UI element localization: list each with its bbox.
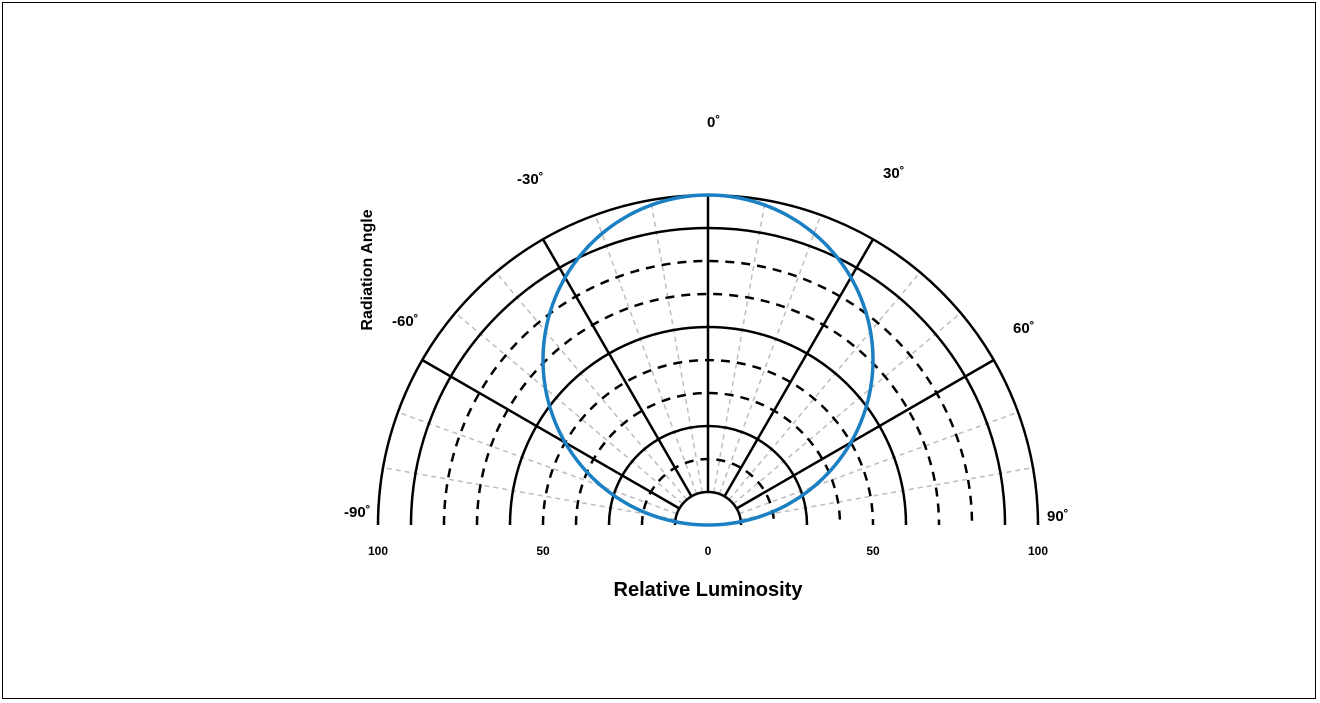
angle-label-90: 90˚ [1047,508,1069,525]
minor-spoke-40 [728,271,921,501]
grid-layer [376,193,1040,526]
data-point-minus-10 [650,205,654,209]
minor-spoke-50 [732,312,962,505]
data-point-minus-20 [600,232,604,236]
data-point-0 [706,193,710,197]
tick-label-right-50: 50 [866,544,880,558]
minor-spoke-10 [712,199,767,493]
angle-label-0: 0˚ [707,114,720,131]
tick-label-left-100: 100 [368,544,388,558]
angle-label-60: 60˚ [1013,320,1035,337]
data-point-60 [849,441,853,445]
tick-label-center-0: 0 [705,544,712,558]
minor-spoke-20 [718,214,822,495]
radiation-pattern-line [541,193,875,527]
minor-spoke-minus-50 [454,312,684,505]
minor-spoke-minus-40 [495,271,688,501]
minor-spoke-minus-80 [382,466,676,521]
tick-label-left-50: 50 [536,544,550,558]
minor-spoke-80 [740,466,1034,521]
data-point-minus-70 [601,485,605,489]
data-point-90 [706,523,710,527]
data-point-40 [869,328,873,332]
major-spoke-minus-30 [541,238,693,498]
data-point-20 [812,232,816,236]
data-point-10 [762,205,766,209]
data-point-30 [850,274,854,278]
major-spoke-minus-60 [421,358,681,510]
label-layer: -90˚ -60˚ -30˚ 0˚ 30˚ 60˚ 90˚ 100 50 0 5… [344,114,1069,601]
angle-label-minus-30: -30˚ [517,171,544,188]
data-point-70 [811,485,815,489]
minor-spoke-minus-20 [594,214,698,495]
minor-spoke-minus-10 [649,199,704,493]
data-point-80 [761,513,765,517]
tick-label-right-100: 100 [1028,544,1048,558]
x-axis-label: Relative Luminosity [614,579,804,601]
series-layer [541,193,875,527]
minor-spoke-minus-70 [397,411,678,515]
data-point-minus-30 [562,274,566,278]
grid-circle-dashed-80 [442,259,974,526]
grid-circle-dashed-70 [475,292,941,526]
data-point-minus-60 [563,441,567,445]
data-point-50 [868,387,872,391]
data-point-minus-50 [544,387,548,391]
angle-label-minus-90: -90˚ [344,504,371,521]
minor-spoke-70 [738,411,1019,515]
data-point-minus-80 [651,513,655,517]
major-spoke-60 [735,358,995,510]
angle-label-minus-60: -60˚ [392,313,419,330]
angle-label-30: 30˚ [883,165,905,182]
major-spoke-30 [723,238,875,498]
y-axis-label: Radiation Angle [359,209,376,330]
data-point-minus-40 [543,328,547,332]
